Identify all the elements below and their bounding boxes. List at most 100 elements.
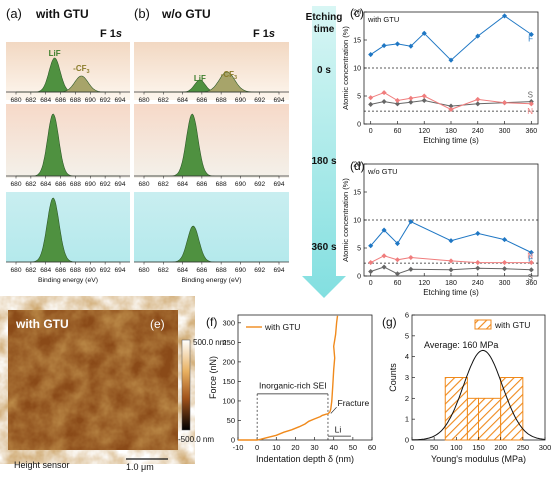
y-axis-label: Atomic concentration (%) [341,26,350,110]
panel-label-b: (b) [134,6,150,21]
panel-title-b: w/o GTU [161,7,211,21]
x-tick-label: 180 [445,280,457,287]
afm-color-scale [181,339,191,431]
panel-c: (c) 0 60 120 180 240 300 360 0 5 10 15 20 Etching ti… [341,6,539,145]
xps-band-bg [6,192,130,262]
y-tick-label: 5 [357,94,361,101]
xps-tick-label: 684 [40,181,51,188]
xps-tick-label: 688 [70,267,81,274]
x-tick-label: 360 [525,280,537,287]
orbital-label-b: F 1s [253,28,275,40]
force-curve [238,315,339,441]
x-tick-label: 250 [517,443,530,452]
cf3-label: -CF3 [221,70,237,81]
xps-xlabel: Binding energy (eV) [181,277,241,284]
xps-tick-label: 680 [10,181,21,188]
annotation-fracture: Fracture [338,398,370,408]
afm-scale-max: 500.0 nm [193,338,227,347]
xps-tick-label: 694 [273,181,284,188]
xps-tick-label: 692 [254,97,265,104]
panel-label-c: (c) [350,6,364,20]
data-point-N [368,260,374,266]
y-tick-label: 1 [405,415,409,424]
xps-tick-label: 686 [55,181,66,188]
xps-tick-label: 692 [100,267,111,274]
series-label-F: F [528,254,533,263]
etching-time-0: 0 s [317,65,331,76]
xps-tick-label: 694 [114,97,125,104]
y-tick-label: 20 [353,10,361,17]
x-tick-label: 360 [525,128,537,135]
y-tick-label: 200 [222,357,235,366]
xps-tick-label: 686 [196,97,207,104]
xps-tick-label: 682 [25,97,36,104]
annotation-li: Li [335,425,342,435]
data-point-S [501,266,508,272]
x-tick-label: 120 [418,128,430,135]
panel-b: (b) w/o GTU F 1s 680 682 684 686 688 690 692 69… [134,6,289,284]
x-tick-label: 300 [499,280,511,287]
inset-label: with GTU [367,15,399,24]
xps-tick-label: 684 [177,97,188,104]
xps-tick-label: 694 [114,181,125,188]
xps-tick-label: 688 [70,181,81,188]
data-point-S [368,101,374,107]
data-point-S [448,267,454,273]
data-point-S [408,266,414,272]
gaussian-fit [411,349,546,441]
x-tick-label: 0 [255,443,259,452]
xps-tick-label: 682 [158,97,169,104]
x-tick-label: 150 [472,443,485,452]
y-tick-label: 5 [405,331,409,340]
panel-g: (g) 0 50 100 150 200 250 300 0 1 2 3 4 5 6 Young's mod… [382,311,551,465]
series-label-F: F [528,34,533,43]
xps-tick-label: 688 [216,181,227,188]
xps-tick-label: 686 [55,267,66,274]
x-axis-label: Young's modulus (MPa) [431,454,526,464]
data-point-S [421,97,427,104]
data-point-S [394,271,401,277]
xps-tick-label: 692 [100,181,111,188]
x-tick-label: 180 [445,128,457,135]
panel-label-a: (a) [6,6,22,21]
histogram-bar [444,377,468,441]
data-point-S [368,268,374,275]
panel-e: with GTU (e) 500.0 nm -500.0 nm Height s… [8,310,227,472]
data-point-F [475,230,481,236]
series-line-S [370,266,532,275]
etching-time-180: 180 s [311,156,336,167]
x-tick-label: 300 [539,443,552,452]
xps-tick-label: 682 [25,181,36,188]
y-tick-label: 250 [222,338,235,347]
xps-tick-label: 694 [273,267,284,274]
data-point-F [394,41,401,47]
xps-tick-label: 688 [216,97,227,104]
lif-label: LiF [49,49,61,58]
xps-xlabel: Binding energy (eV) [38,277,98,284]
afm-scalebar-label: 1.0 μm [126,462,154,472]
data-point-N [501,100,508,106]
data-point-S [528,267,534,273]
xps-tick-label: 682 [25,267,36,274]
x-tick-label: 60 [394,128,402,135]
data-point-F [368,52,374,58]
panel-a: (a) with GTU F 1s 680 682 684 686 688 690 692 6… [6,6,130,284]
data-point-N [381,90,387,96]
x-tick-label: 240 [472,128,484,135]
y-tick-label: 15 [353,38,361,45]
y-tick-label: 10 [353,218,361,225]
y-tick-label: 6 [405,311,409,320]
data-point-N [394,257,401,263]
data-point-N [475,96,481,102]
data-point-S [381,99,387,105]
y-tick-label: 100 [222,396,235,405]
legend-swatch [474,319,492,330]
panel-title-a: with GTU [35,7,89,21]
xps-tick-label: 694 [114,267,125,274]
xps-tick-label: 680 [10,97,21,104]
x-tick-label: 100 [450,443,463,452]
x-tick-label: 0 [410,443,414,452]
data-point-N [475,260,481,266]
xps-tick-label: 684 [40,97,51,104]
x-tick-label: 120 [418,280,430,287]
